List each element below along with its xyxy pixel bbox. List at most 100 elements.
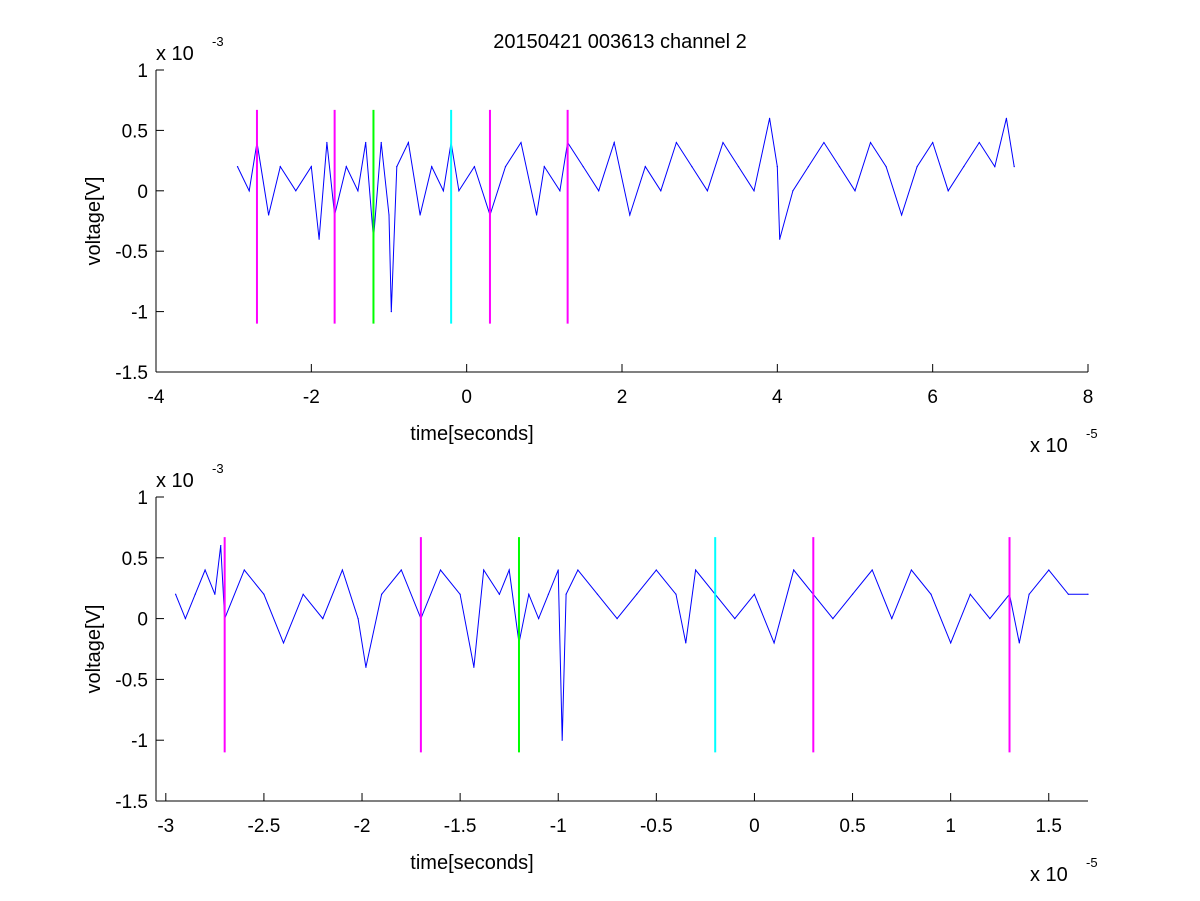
- x-tick-label: -3: [157, 816, 174, 837]
- signal-point: [380, 141, 382, 144]
- signal-point: [963, 166, 965, 168]
- signal-point: [891, 618, 893, 620]
- signal-point: [559, 190, 561, 192]
- signal-point: [636, 593, 638, 595]
- signal-point: [930, 593, 932, 595]
- x-tick-label: 1.5: [1036, 816, 1062, 837]
- x-tick-label: -2: [303, 387, 320, 408]
- signal-point: [204, 569, 206, 571]
- x-tick-label: -1.5: [444, 816, 477, 837]
- signal-point: [220, 545, 222, 547]
- signal-point: [598, 190, 600, 192]
- y-axis-label: voltage[V]: [83, 177, 105, 266]
- signal-point: [390, 311, 392, 313]
- signal-point: [685, 642, 687, 644]
- signal-point: [194, 593, 196, 595]
- signal-point: [675, 593, 677, 595]
- signal-point: [691, 166, 693, 168]
- signal-point: [932, 141, 934, 144]
- signal-point: [381, 593, 383, 595]
- signal-point: [318, 238, 320, 240]
- signal-point: [357, 618, 359, 620]
- signal-point: [400, 569, 402, 571]
- signal-point: [753, 593, 756, 595]
- x-multiplier-exponent: -5: [1086, 426, 1098, 441]
- signal-point: [1067, 593, 1069, 595]
- signal-point: [832, 618, 834, 620]
- signal-line: [237, 118, 1015, 312]
- signal-point: [243, 569, 245, 571]
- signal-point: [214, 593, 216, 595]
- signal-point: [869, 141, 872, 144]
- x-tick-label: 0.5: [839, 816, 865, 837]
- signal-point: [854, 190, 856, 192]
- x-tick-label: -0.5: [640, 816, 673, 837]
- signal-point: [871, 569, 873, 571]
- signal-point: [175, 593, 177, 595]
- signal-point: [950, 642, 952, 644]
- signal-point: [365, 666, 367, 668]
- signal-point: [613, 141, 615, 144]
- signal-point: [616, 618, 618, 620]
- figure-title: 20150421 003613 channel 2: [493, 31, 747, 53]
- signal-point: [557, 569, 559, 571]
- signal-line: [175, 545, 1088, 741]
- signal-point: [310, 166, 312, 168]
- signal-point: [547, 593, 550, 595]
- signal-point: [504, 166, 507, 168]
- signal-point: [345, 166, 347, 168]
- x-tick-label: -1: [550, 816, 567, 837]
- signal-point: [989, 618, 991, 620]
- signal-point: [508, 569, 510, 571]
- signal-point: [629, 214, 631, 216]
- signal-point: [776, 166, 778, 168]
- signal-point: [302, 593, 304, 595]
- signal-point: [341, 569, 343, 571]
- signal-point: [184, 618, 187, 620]
- signal-point: [279, 166, 281, 168]
- signal-point: [263, 593, 265, 595]
- signal-point: [885, 166, 887, 168]
- y-tick-label: 0: [137, 610, 148, 631]
- y-tick-label: -0.5: [115, 242, 148, 263]
- y-tick-label: -1: [131, 303, 148, 324]
- signal-point: [793, 569, 795, 571]
- signal-point: [561, 739, 563, 741]
- signal-point: [768, 117, 771, 119]
- signal-point: [431, 166, 433, 168]
- signal-point: [978, 141, 980, 144]
- signal-point: [706, 190, 709, 192]
- signal-point: [994, 166, 996, 168]
- axes-bottom: -1.5 -1 -0.5 0 0.5 1 -3 -2.5 -2 -1.5 -1 -0.5 0 0.5 1 1.…: [83, 461, 1098, 886]
- signal-point: [773, 642, 775, 644]
- x-tick-label: 0: [461, 387, 472, 408]
- axes-top: -1.5 -1 -0.5 0 0.5 1 -4 -2 0 2 4 6 8 time[seconds] vol…: [83, 34, 1098, 457]
- x-tick-label: 6: [927, 387, 938, 408]
- signal-point: [644, 166, 646, 168]
- signal-point: [543, 166, 545, 168]
- y-axis-label: voltage[V]: [83, 605, 105, 694]
- signal-point: [407, 141, 410, 144]
- x-tick-label: -2: [354, 816, 371, 837]
- signal-point: [1018, 642, 1020, 644]
- signal-point: [268, 214, 270, 216]
- y-multiplier: x 10: [156, 43, 194, 65]
- x-tick-label: -4: [148, 387, 165, 408]
- signal-point: [442, 190, 444, 192]
- signal-point: [792, 190, 794, 192]
- y-tick-label: 1: [137, 61, 148, 82]
- y-tick-label: 0.5: [122, 549, 148, 570]
- signal-point: [694, 569, 697, 571]
- signal-point: [582, 166, 584, 168]
- signal-point: [322, 618, 324, 620]
- signal-point: [596, 593, 599, 595]
- signal-point: [1005, 117, 1008, 119]
- y-multiplier-exponent: -3: [212, 34, 224, 49]
- signal-point: [737, 166, 740, 168]
- y-tick-label: 0: [137, 182, 148, 203]
- x-axis-label: time[seconds]: [410, 852, 533, 874]
- x-multiplier-exponent: -5: [1086, 855, 1098, 870]
- signal-point: [910, 569, 913, 571]
- signal-point: [473, 166, 476, 168]
- signal-point: [655, 569, 657, 571]
